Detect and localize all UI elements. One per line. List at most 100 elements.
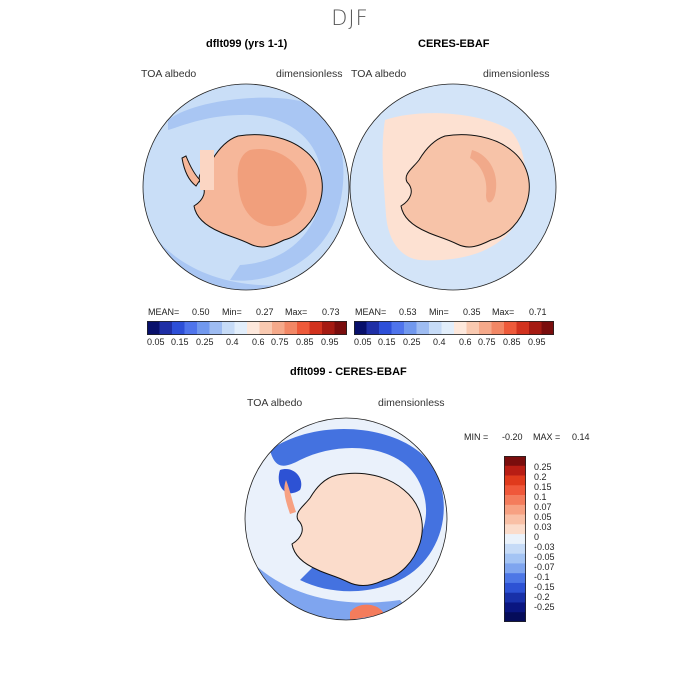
diff-min-label: MIN = [464,432,489,442]
model-max-value: 0.73 [322,307,340,317]
diff-tick-label: 0.2 [534,472,547,482]
colorbar-swatch [222,321,235,335]
obs-tick-label: 0.15 [378,337,396,347]
diff-negative-ring-dark [278,469,302,494]
colorbar-swatch [172,321,185,335]
diff-colorbar-swatch [504,485,526,496]
model-variable-label: TOA albedo [141,68,197,80]
model-panel-title: dflt099 (yrs 1-1) [206,38,288,50]
diff-antarctica-land [291,472,423,587]
obs-units-label: dimensionless [483,68,550,80]
colorbar-swatch [416,321,430,335]
colorbar-swatch [209,321,223,335]
diff-tick-label: 0.25 [534,462,552,472]
diff-colorbar-swatch [504,495,526,506]
model-tick-label: 0.4 [226,337,239,347]
model-colorbar [147,321,347,335]
diff-units-label: dimensionless [378,397,445,409]
obs-antarctica-land [400,134,530,248]
colorbar-swatch [379,321,392,335]
diff-tick-label: 0.05 [534,512,552,522]
diff-negative-ring [270,428,444,592]
obs-plateau-band [470,150,497,203]
diff-tick-label: -0.25 [534,602,555,612]
model-tick-label: 0.15 [171,337,189,347]
diff-tick-label: 0.07 [534,502,552,512]
colorbar-swatch [247,321,260,335]
model-tick-label: 0.75 [271,337,289,347]
colorbar-swatch [429,321,442,335]
diff-colorbar [504,456,526,622]
diff-colorbar-swatch [504,543,526,554]
diff-tick-label: 0.03 [534,522,552,532]
colorbar-swatch [529,321,542,335]
diff-colorbar-swatch [504,534,526,545]
model-antarctic-plateau [237,149,307,227]
colorbar-swatch [197,321,210,335]
obs-mean-value: 0.53 [399,307,417,317]
colorbar-swatch [479,321,492,335]
colorbar-swatch [272,321,285,335]
model-tick-label: 0.95 [321,337,339,347]
diff-tick-label: -0.2 [534,592,550,602]
obs-tick-label: 0.05 [354,337,372,347]
obs-variable-label: TOA albedo [351,68,407,80]
model-min-label: Min= [222,307,242,317]
obs-albedo-map [349,83,557,291]
obs-colorbar [354,321,554,335]
diff-tick-label: -0.1 [534,572,550,582]
colorbar-swatch [541,321,554,335]
model-land-cap-left [200,150,214,190]
diff-albedo-map [244,417,448,621]
season-title: DJF [331,6,369,30]
diff-colorbar-swatch [504,602,526,613]
obs-tick-label: 0.85 [503,337,521,347]
diff-min-value: -0.20 [502,432,523,442]
colorbar-swatch [404,321,417,335]
diff-colorbar-swatch [504,573,526,584]
colorbar-swatch [491,321,505,335]
colorbar-swatch [159,321,173,335]
colorbar-swatch [516,321,530,335]
obs-max-value: 0.71 [529,307,547,317]
diff-colorbar-swatch [504,582,526,593]
obs-min-label: Min= [429,307,449,317]
model-peninsula [181,155,201,187]
diff-colorbar-swatch [504,524,526,535]
diff-colorbar-swatch [504,592,526,603]
diff-tick-label: -0.05 [534,552,555,562]
diff-positive-south [350,604,384,620]
colorbar-swatch [297,321,310,335]
diff-colorbar-swatch [504,504,526,515]
colorbar-swatch [466,321,480,335]
diff-peninsula-positive [284,480,296,514]
colorbar-swatch [322,321,335,335]
diff-variable-label: TOA albedo [247,397,303,409]
colorbar-swatch [234,321,248,335]
obs-mean-label: MEAN= [355,307,387,317]
diff-colorbar-swatch [504,465,526,476]
diff-tick-label: 0.1 [534,492,547,502]
diff-max-label: MAX = [533,432,561,442]
diff-tick-label: -0.07 [534,562,555,572]
obs-tick-label: 0.6 [459,337,472,347]
obs-tick-label: 0.75 [478,337,496,347]
model-tick-label: 0.05 [147,337,165,347]
colorbar-swatch [441,321,455,335]
diff-colorbar-swatch [504,456,526,467]
model-albedo-map [142,83,350,291]
obs-tick-label: 0.95 [528,337,546,347]
colorbar-swatch [184,321,198,335]
colorbar-swatch [284,321,298,335]
diff-tick-label: 0 [534,532,540,542]
obs-max-label: Max= [492,307,515,317]
colorbar-swatch [454,321,467,335]
model-max-label: Max= [285,307,308,317]
diff-tick-label: -0.15 [534,582,555,592]
model-mean-value: 0.50 [192,307,210,317]
colorbar-swatch [309,321,323,335]
colorbar-swatch [391,321,405,335]
model-tick-label: 0.85 [296,337,314,347]
model-tick-label: 0.25 [196,337,214,347]
diff-colorbar-swatch [504,563,526,574]
